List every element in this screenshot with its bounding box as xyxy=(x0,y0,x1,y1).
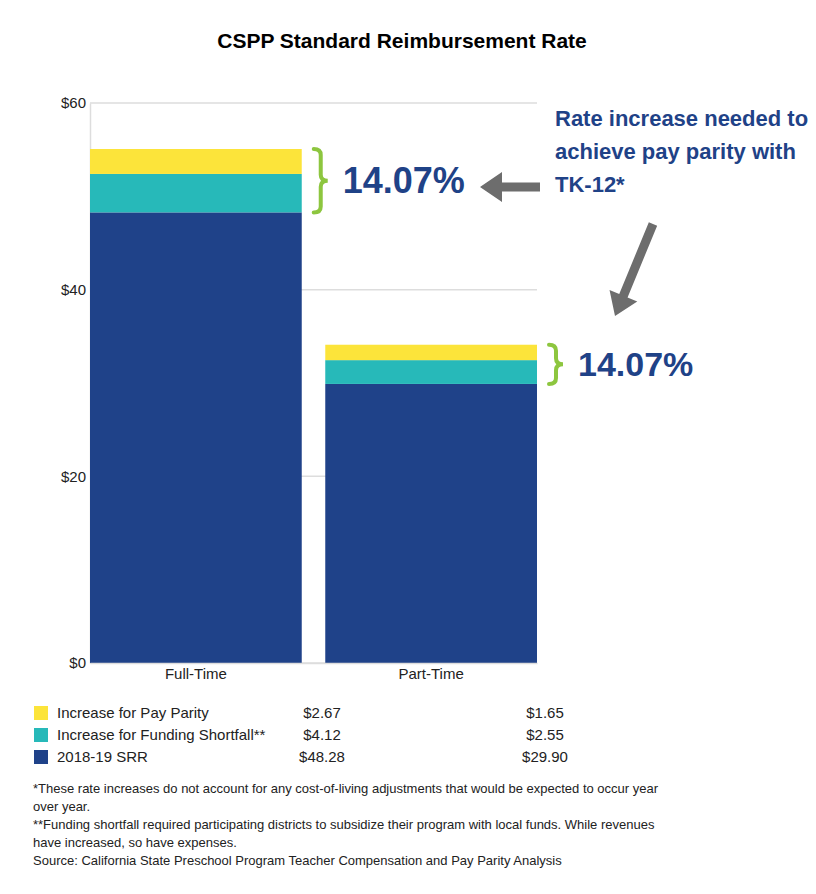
y-tick-label: $60 xyxy=(61,94,86,111)
annotations: 14.07% 14.07% xyxy=(314,149,694,384)
x-tick: Full-Time xyxy=(165,663,227,682)
y-tick: $20 xyxy=(61,468,90,485)
grid-line xyxy=(90,102,537,104)
bar-segment xyxy=(90,149,302,174)
y-tick-label: $20 xyxy=(61,468,86,485)
legend-value: $4.12 xyxy=(303,726,341,743)
legend-entry: 2018-19 SRR $48.28 $29.90 xyxy=(34,748,568,765)
bar-segment xyxy=(90,174,302,212)
legend-value: $2.67 xyxy=(303,704,341,721)
footnote: *These rate increases do not account for… xyxy=(33,780,683,816)
bar-segment xyxy=(325,345,537,360)
bar-segment xyxy=(325,360,537,384)
annotation-brace xyxy=(314,149,328,212)
grid xyxy=(90,103,537,663)
x-tick-label: Full-Time xyxy=(165,665,227,682)
footnote: Source: California State Preschool Progr… xyxy=(33,852,683,870)
legend-value: $48.28 xyxy=(299,748,345,765)
y-axis: $0 $20 $40 $60 xyxy=(61,94,91,671)
legend-value: $2.55 xyxy=(526,726,564,743)
y-tick: $40 xyxy=(61,281,90,298)
chart-root: CSPP Standard Reimbursement Rate $0 $20 $40… xyxy=(0,0,816,894)
bar-segment xyxy=(325,384,537,663)
annotation-text: 14.07% xyxy=(578,345,693,383)
annotation-text: 14.07% xyxy=(343,160,465,201)
chart-title: CSPP Standard Reimbursement Rate xyxy=(217,29,587,52)
bar-segment xyxy=(90,212,302,663)
annotation-callout: Rate increase needed to achieve pay pari… xyxy=(555,102,810,201)
bars xyxy=(90,149,537,663)
y-tick-label: $40 xyxy=(61,281,86,298)
annotation-arrow xyxy=(610,222,658,316)
chart-svg: CSPP Standard Reimbursement Rate $0 $20 $40… xyxy=(0,0,816,894)
legend-entry: Increase for Funding Shortfall** $4.12 $2.… xyxy=(34,726,564,743)
y-tick: $60 xyxy=(61,94,90,111)
x-tick-label: Part-Time xyxy=(398,665,463,682)
legend-entry: Increase for Pay Parity $2.67 $1.65 xyxy=(34,704,564,721)
x-tick: Part-Time xyxy=(398,663,463,682)
legend-label: 2018-19 SRR xyxy=(57,748,148,765)
legend-swatch xyxy=(34,706,48,720)
legend-value: $29.90 xyxy=(522,748,568,765)
x-axis-line xyxy=(91,663,538,665)
legend-swatch xyxy=(34,750,48,764)
legend-label: Increase for Pay Parity xyxy=(57,704,209,721)
legend: Increase for Pay Parity$2.67$1.65Increas… xyxy=(34,704,568,765)
annotation-brace xyxy=(549,345,563,384)
footnote: **Funding shortfall required participati… xyxy=(33,816,683,852)
y-tick-label: $0 xyxy=(69,654,86,671)
footnotes: *These rate increases do not account for… xyxy=(33,780,683,870)
y-tick: $0 xyxy=(69,654,90,671)
legend-value: $1.65 xyxy=(526,704,564,721)
legend-label: Increase for Funding Shortfall** xyxy=(57,726,266,743)
annotation-arrow xyxy=(480,172,540,202)
legend-swatch xyxy=(34,728,48,742)
x-axis: Full-Time Part-Time xyxy=(91,663,538,682)
